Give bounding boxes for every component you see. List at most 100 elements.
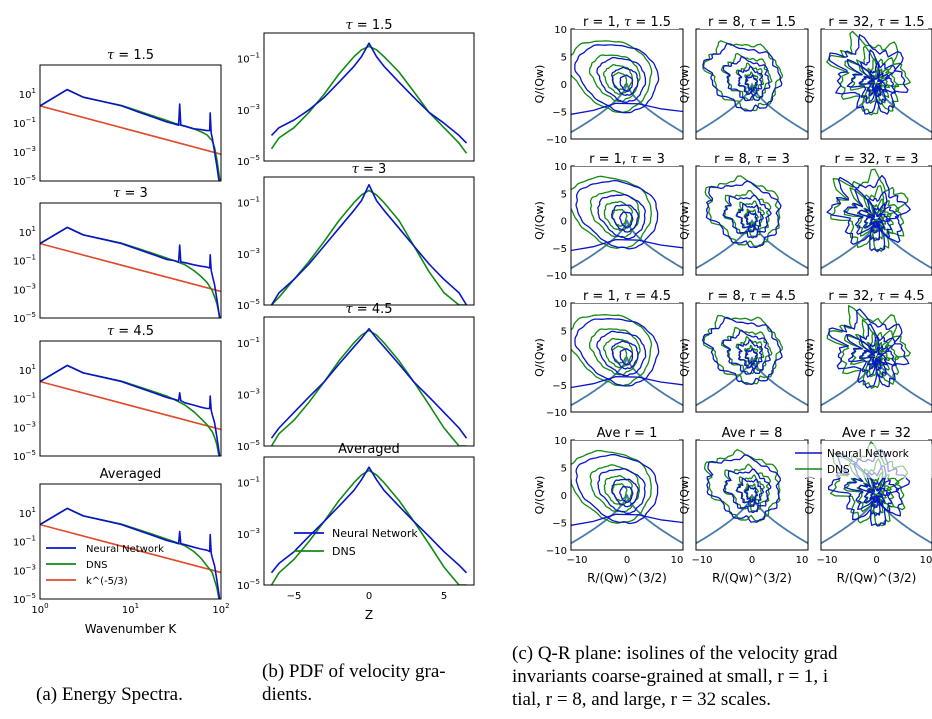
qr-xtick-label: 0 xyxy=(624,555,630,566)
qr-contour-neural-network xyxy=(575,453,659,525)
spectra-ytick-label: 10−1 xyxy=(13,254,36,268)
pdf-panel-frame xyxy=(263,456,475,586)
pdf-panel-frame xyxy=(263,176,475,306)
spectra-legend-label: k^(-5/3) xyxy=(86,576,128,587)
spectra-ytick-label: 10−3 xyxy=(13,563,36,577)
spectra-ytick-label: 10−3 xyxy=(13,282,36,296)
spectra-ytick-label: 10−5 xyxy=(13,311,36,325)
qr-contours xyxy=(696,314,808,407)
spectra-series-k-5-3 xyxy=(40,105,221,155)
pdf-series-neural-network xyxy=(270,327,468,439)
qr-xtick-label: 0 xyxy=(873,555,879,566)
spectra-series-k-5-3 xyxy=(40,523,221,574)
qr-panel-r3c1: r = 1, τ = 4.5 −10 −5 0 5 10 Q/(Qw) xyxy=(533,287,684,419)
pdf-legend: Neural Network DNS xyxy=(294,527,418,558)
qr-y-axis-label: Q/(Qw) xyxy=(678,65,691,104)
qr-ytick-label: 10 xyxy=(554,162,567,173)
qr-y-axis-label: Q/(Qw) xyxy=(803,338,816,377)
qr-xtick-label: −10 xyxy=(816,555,837,566)
pdf-ytick-label: 10−5 xyxy=(237,154,260,168)
qr-panel-r3c2: r = 8, τ = 4.5 Q/(Qw) xyxy=(678,287,809,413)
qr-contour-dns xyxy=(830,168,909,252)
qr-contour-neural-network xyxy=(843,188,900,242)
pdf-series-neural-network xyxy=(270,42,468,144)
qr-legend: Neural Network DNS xyxy=(792,444,932,478)
qr-contour-neural-network xyxy=(722,468,772,514)
pdf-panel-title: Averaged xyxy=(338,442,400,457)
spectra-panel-title: τ = 4.5 xyxy=(107,324,154,339)
caption-c-line-1: (c) Q-R plane: isolines of the velocity … xyxy=(512,643,838,664)
qr-contours xyxy=(696,40,808,133)
qr-ytick-label: 10 xyxy=(554,299,567,310)
qr-contour-dns xyxy=(589,328,641,376)
spectra-series-neural-network xyxy=(40,364,221,456)
pdf-series-group xyxy=(270,327,468,446)
qr-contour-neural-network xyxy=(596,56,647,103)
caption-b-line-1: (b) PDF of velocity gra- xyxy=(262,661,446,682)
qr-panel-title: Ave r = 1 xyxy=(597,426,658,441)
spectra-series-neural-network xyxy=(40,88,220,181)
qr-contour-neural-network xyxy=(845,323,897,379)
vieillefosse-line xyxy=(571,219,683,270)
qr-contour-neural-network xyxy=(744,74,759,92)
qr-contour-neural-network xyxy=(867,346,884,366)
spectra-xtick-label: 101 xyxy=(122,602,139,616)
qr-ytick-label: 10 xyxy=(554,25,567,36)
spectra-panel-title: τ = 1.5 xyxy=(107,48,154,63)
pdf-ytick-label: 10−3 xyxy=(237,527,260,541)
pdf-panel-2: τ = 3 10−5 10−3 10−1 xyxy=(237,162,475,312)
pdf-series-dns xyxy=(270,189,467,305)
pdf-panel-3: τ = 4.5 10−5 10−3 10−1 xyxy=(237,302,475,453)
caption-b-line-2: dients. xyxy=(262,684,313,705)
spectra-legend: Neural Network DNS k^(-5/3) xyxy=(46,544,164,587)
qr-ytick-label: −10 xyxy=(546,135,567,146)
spectra-series-dns xyxy=(40,364,220,456)
qr-ytick-label: −10 xyxy=(546,408,567,419)
pdf-series-dns xyxy=(270,469,467,585)
qr-contours xyxy=(821,168,932,270)
spectra-ytick-label: 10−3 xyxy=(13,420,36,434)
caption-c-line-2: invariants coarse-grained at small, r = … xyxy=(512,666,829,687)
spectra-legend-label: Neural Network xyxy=(86,544,164,555)
qr-panel-title: Ave r = 32 xyxy=(842,426,911,441)
spectra-ytick-label: 10−1 xyxy=(13,535,36,549)
caption-b: (b) PDF of velocity gra- dients. xyxy=(262,660,446,706)
pdf-panel-frame xyxy=(263,316,475,447)
spectra-ytick-label: 10−5 xyxy=(13,592,36,606)
spectra-series-group xyxy=(40,507,221,599)
qr-contour-dns xyxy=(743,208,759,227)
qr-y-axis-label: Q/(Qw) xyxy=(678,476,691,515)
spectra-x-axis-label: Wavenumber K xyxy=(85,622,178,636)
qr-contour-open-neural-network xyxy=(571,375,683,389)
qr-contour-neural-network xyxy=(619,74,634,93)
qr-y-axis-label: Q/(Qw) xyxy=(678,201,691,240)
qr-ytick-label: −10 xyxy=(546,546,567,557)
qr-contour-neural-network xyxy=(611,66,639,96)
qr-contour-neural-network xyxy=(737,65,764,96)
qr-contour-dns xyxy=(571,449,652,524)
qr-contour-dns xyxy=(588,54,641,103)
qr-panel-r2c1: r = 1, τ = 3 −10 −5 0 5 10 Q/(Qw) xyxy=(533,150,684,282)
qr-xtick-label: 10 xyxy=(796,555,809,566)
spectra-series-group xyxy=(40,226,221,318)
spectra-panel-2: τ = 3 10−5 10−3 10−1 101 xyxy=(13,186,222,325)
pdf-series-group xyxy=(270,183,468,305)
qr-contour-open-neural-network xyxy=(571,513,683,526)
qr-y-axis-label: Q/(Qw) xyxy=(533,338,546,377)
qr-y-axis-label: Q/(Qw) xyxy=(803,201,816,240)
pdf-panel-4: Averaged 10−5 10−3 10−1 −5 0 5 Z Neural Network D… xyxy=(237,442,475,622)
pdf-xtick-label: 0 xyxy=(366,591,372,602)
pdf-panel-title: τ = 1.5 xyxy=(345,18,392,33)
qr-contour-neural-network xyxy=(619,348,634,366)
pdf-series-dns xyxy=(270,329,467,446)
pdf-ytick-label: 10−5 xyxy=(237,578,260,592)
qr-title-bg xyxy=(700,424,804,440)
qr-y-axis-label: Q/(Qw) xyxy=(803,65,816,104)
caption-a-text: (a) Energy Spectra. xyxy=(36,684,183,705)
spectra-ytick-label: 10−1 xyxy=(13,116,36,130)
caption-c: (c) Q-R plane: isolines of the velocity … xyxy=(512,642,838,711)
spectra-series-neural-network xyxy=(40,507,221,599)
qr-ytick-label: 0 xyxy=(561,80,567,91)
spectra-ytick-label: 101 xyxy=(19,87,36,101)
qr-contour-neural-network xyxy=(722,55,771,102)
